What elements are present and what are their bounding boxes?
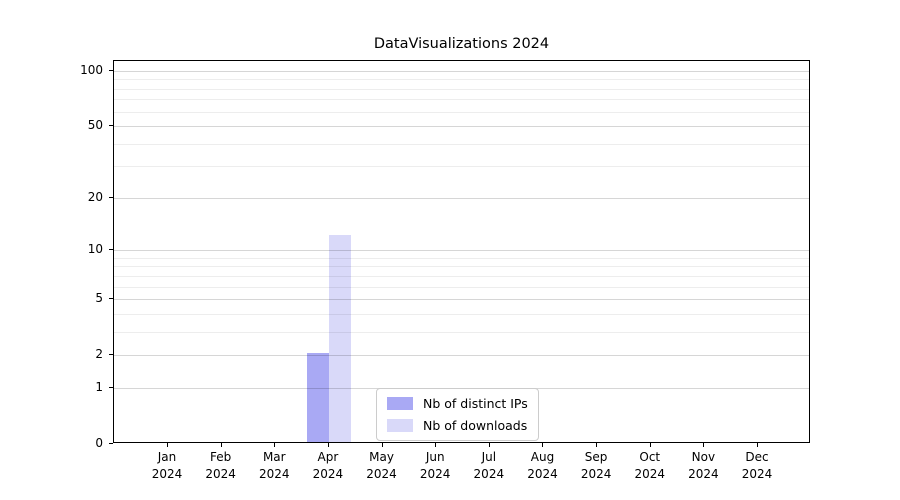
x-tick-mark xyxy=(220,443,222,447)
x-tick-mark xyxy=(327,443,329,447)
x-tick-label: May 2024 xyxy=(366,450,397,481)
legend-row: Nb of downloads xyxy=(387,418,528,433)
major-gridline xyxy=(114,299,809,301)
x-tick-mark xyxy=(542,443,544,447)
y-tick-mark xyxy=(109,443,113,444)
legend-swatch-downloads xyxy=(387,419,413,432)
y-tick-label: 100 xyxy=(80,62,103,77)
x-tick-label: Oct 2024 xyxy=(634,450,666,481)
minor-gridline xyxy=(114,286,809,288)
y-tick-mark xyxy=(109,298,113,300)
x-tick-mark xyxy=(488,443,490,447)
y-tick-label: 50 xyxy=(87,118,103,133)
x-tick-mark xyxy=(757,443,759,447)
y-tick-mark xyxy=(109,125,113,127)
x-tick-label: Sep 2024 xyxy=(580,450,612,481)
y-tick-label: 5 xyxy=(95,291,103,306)
x-tick-mark xyxy=(274,443,276,447)
minor-gridline xyxy=(114,143,809,145)
x-tick-mark xyxy=(167,443,168,447)
minor-gridline xyxy=(114,88,809,90)
x-tick-mark xyxy=(381,443,383,447)
y-tick-label: 10 xyxy=(87,242,103,257)
x-tick-label: Jun 2024 xyxy=(419,450,451,481)
x-tick-label: Mar 2024 xyxy=(258,450,290,481)
major-gridline xyxy=(114,355,809,357)
x-tick-label: Apr 2024 xyxy=(312,450,344,481)
y-tick-mark xyxy=(109,386,113,388)
minor-gridline xyxy=(114,79,809,81)
y-tick-label: 1 xyxy=(95,379,103,394)
x-tick-label: Jan 2024 xyxy=(151,450,183,481)
bar-downloads xyxy=(328,234,351,442)
x-tick-label: Dec 2024 xyxy=(741,450,773,481)
minor-gridline xyxy=(114,266,809,268)
chart-title: DataVisualizations 2024 xyxy=(373,36,550,52)
y-tick-mark xyxy=(109,69,113,71)
minor-gridline xyxy=(114,313,809,315)
plot-area: Nb of distinct IPs Nb of downloads xyxy=(113,60,810,443)
major-gridline xyxy=(114,197,809,199)
x-tick-label: Feb 2024 xyxy=(205,450,236,481)
y-tick-label: 0 xyxy=(95,436,103,450)
legend-label: Nb of distinct IPs xyxy=(423,396,528,411)
major-gridline xyxy=(114,250,809,252)
legend-row: Nb of distinct IPs xyxy=(387,396,528,411)
x-tick-mark xyxy=(435,443,437,447)
minor-gridline xyxy=(114,331,809,333)
x-tick-label: Aug 2024 xyxy=(527,450,558,481)
y-tick-mark xyxy=(109,196,113,198)
bar-distinct-ips xyxy=(306,353,329,442)
y-tick-label: 20 xyxy=(87,189,103,204)
y-tick-mark xyxy=(109,249,113,251)
y-tick-mark xyxy=(109,354,113,356)
y-tick-label: 2 xyxy=(95,347,103,362)
legend-swatch-distinct-ips xyxy=(387,397,413,410)
x-tick-label: Jul 2024 xyxy=(473,450,505,481)
legend-label: Nb of downloads xyxy=(423,418,528,433)
x-tick-mark xyxy=(596,443,598,447)
x-tick-mark xyxy=(703,443,705,447)
minor-gridline xyxy=(114,257,809,259)
minor-gridline xyxy=(114,166,809,168)
x-tick-mark xyxy=(649,443,651,447)
minor-gridline xyxy=(114,111,809,113)
legend: Nb of distinct IPs Nb of downloads xyxy=(376,388,539,441)
minor-gridline xyxy=(114,275,809,277)
minor-gridline xyxy=(114,99,809,101)
major-gridline xyxy=(114,126,809,128)
x-tick-label: Nov 2024 xyxy=(688,450,719,481)
major-gridline xyxy=(114,70,809,72)
